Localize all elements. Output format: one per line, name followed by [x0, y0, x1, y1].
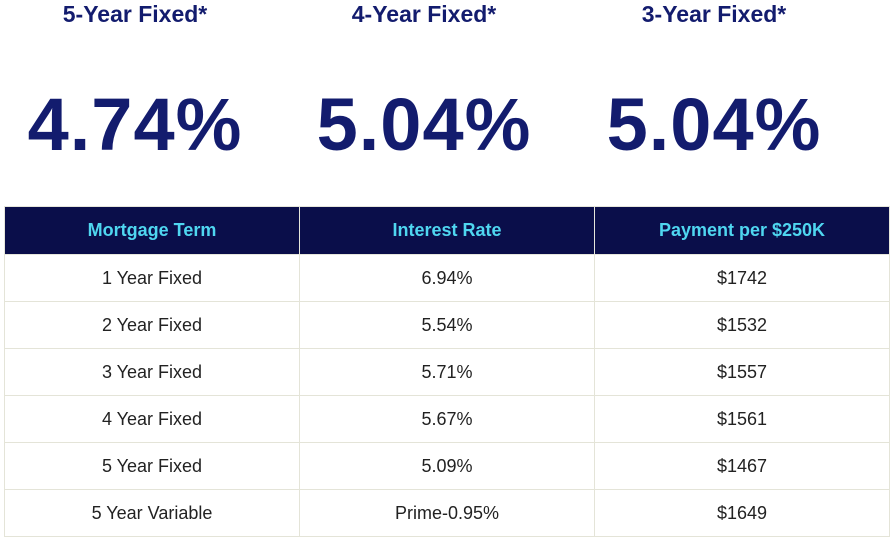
cell-term: 2 Year Fixed [4, 301, 300, 349]
cell-payment: $1557 [594, 348, 890, 396]
featured-rate-title: 5-Year Fixed* [62, 1, 208, 27]
table-row: 3 Year Fixed 5.71% $1557 [4, 348, 890, 396]
mortgage-rates-table: Mortgage Term Interest Rate Payment per … [4, 206, 890, 537]
cell-rate: Prime-0.95% [299, 489, 595, 537]
cell-payment: $1649 [594, 489, 890, 537]
cell-payment: $1561 [594, 395, 890, 443]
table-row: 5 Year Fixed 5.09% $1467 [4, 442, 890, 490]
header-payment: Payment per $250K [594, 206, 890, 255]
cell-payment: $1742 [594, 254, 890, 302]
cell-term: 4 Year Fixed [4, 395, 300, 443]
cell-rate: 5.67% [299, 395, 595, 443]
cell-rate: 5.71% [299, 348, 595, 396]
header-interest-rate: Interest Rate [299, 206, 595, 255]
cell-term: 5 Year Variable [4, 489, 300, 537]
featured-rate-title: 4-Year Fixed* [351, 1, 497, 27]
cell-term: 3 Year Fixed [4, 348, 300, 396]
cell-payment: $1532 [594, 301, 890, 349]
cell-rate: 5.09% [299, 442, 595, 490]
table-row: 5 Year Variable Prime-0.95% $1649 [4, 489, 890, 537]
header-mortgage-term: Mortgage Term [4, 206, 300, 255]
cell-rate: 5.54% [299, 301, 595, 349]
cell-term: 1 Year Fixed [4, 254, 300, 302]
featured-rate-value: 5.04% [316, 83, 532, 166]
table-header-row: Mortgage Term Interest Rate Payment per … [4, 206, 890, 255]
featured-rate-title: 3-Year Fixed* [641, 1, 787, 27]
featured-rates: 5-Year Fixed* 4.74% 4-Year Fixed* 5.04% … [0, 0, 892, 200]
table-row: 4 Year Fixed 5.67% $1561 [4, 395, 890, 443]
cell-term: 5 Year Fixed [4, 442, 300, 490]
featured-rate-value: 5.04% [606, 83, 822, 166]
cell-payment: $1467 [594, 442, 890, 490]
table-row: 2 Year Fixed 5.54% $1532 [4, 301, 890, 349]
table-row: 1 Year Fixed 6.94% $1742 [4, 254, 890, 302]
cell-rate: 6.94% [299, 254, 595, 302]
featured-rate-value: 4.74% [27, 83, 243, 166]
